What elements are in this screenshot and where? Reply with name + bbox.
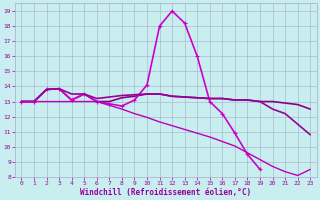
X-axis label: Windchill (Refroidissement éolien,°C): Windchill (Refroidissement éolien,°C) (80, 188, 252, 197)
